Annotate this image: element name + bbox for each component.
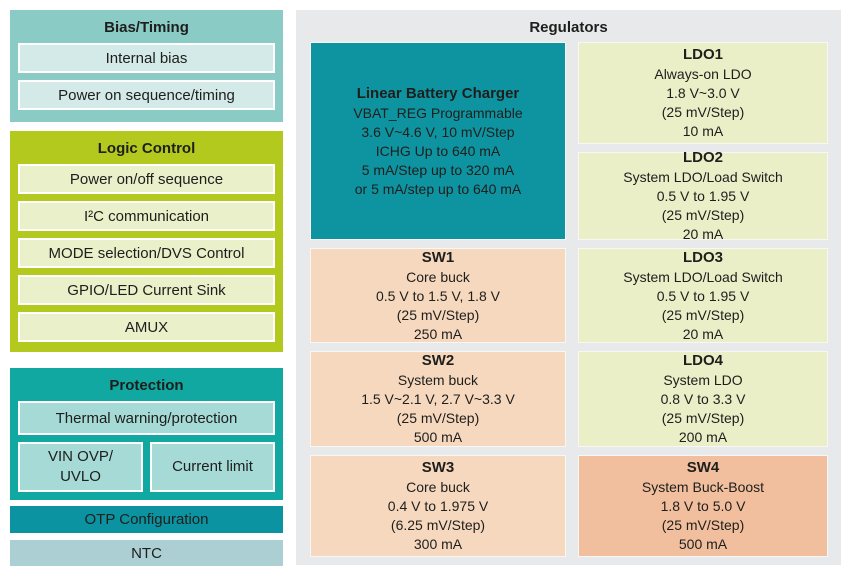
charger-block-title: Linear Battery Charger — [356, 84, 520, 102]
vin-ovp-line: VIN OVP/ — [47, 448, 114, 465]
bias-timing-title: Bias/Timing — [104, 19, 189, 36]
protection-group: Protection Thermal warning/protection VI… — [10, 368, 283, 500]
ldo3-line: 0.5 V to 1.95 V — [656, 287, 750, 304]
bias-timing-group: Bias/Timing Internal bias Power on seque… — [10, 10, 283, 122]
charger-line: or 5 mA/step up to 640 mA — [354, 180, 522, 197]
charger-line: 3.6 V~4.6 V, 10 mV/Step — [361, 123, 515, 140]
sw1-title: SW1 — [421, 248, 455, 266]
sw1-line: Core buck — [406, 268, 470, 285]
ldo1-title: LDO1 — [682, 46, 723, 63]
sw1-block: SW1 Core buck 0.5 V to 1.5 V, 1.8 V (25 … — [310, 248, 566, 343]
logic-control-group: Logic Control Power on/off sequence I²C … — [10, 131, 283, 352]
ldo3-line: (25 mV/Step) — [661, 306, 745, 323]
sw4-line: 1.8 V to 5.0 V — [660, 498, 746, 514]
ldo1-block: LDO1 Always-on LDO 1.8 V~3.0 V (25 mV/St… — [578, 42, 828, 144]
ldo4-line: 200 mA — [678, 429, 728, 445]
regulators-title: Regulators — [529, 19, 608, 36]
sw3-line: (6.25 mV/Step) — [390, 517, 486, 533]
otp-configuration-bar: OTP Configuration — [10, 506, 283, 533]
charger-line: VBAT_REG Programmable — [353, 104, 523, 121]
sw2-line: (25 mV/Step) — [396, 410, 480, 426]
bias-item-power-on-sequence: Power on sequence/timing — [18, 80, 275, 110]
logic-item-power-sequence: Power on/off sequence — [18, 164, 275, 194]
protection-item-current-limit: Current limit — [150, 442, 275, 492]
sw2-line: 500 mA — [413, 429, 463, 445]
ldo4-line: 0.8 V to 3.3 V — [660, 391, 746, 407]
logic-item-i2c: I²C communication — [18, 201, 275, 231]
sw3-line: 300 mA — [413, 536, 463, 552]
logic-item-mode-dvs: MODE selection/DVS Control — [18, 238, 275, 268]
current-limit-line: Current limit — [172, 458, 253, 475]
sw3-line: 0.4 V to 1.975 V — [387, 498, 489, 514]
ldo3-line: 20 mA — [682, 325, 724, 342]
protection-title: Protection — [109, 377, 184, 394]
sw4-title: SW4 — [686, 459, 720, 476]
bias-item-internal-bias: Internal bias — [18, 43, 275, 73]
ldo1-line: (25 mV/Step) — [661, 104, 745, 120]
linear-battery-charger-block: Linear Battery Charger VBAT_REG Programm… — [310, 42, 566, 240]
logic-item-gpio-led: GPIO/LED Current Sink — [18, 275, 275, 305]
ldo3-line: System LDO/Load Switch — [623, 268, 783, 285]
sw2-line: System buck — [397, 372, 479, 388]
sw2-title: SW2 — [421, 352, 455, 369]
ldo3-title: LDO3 — [682, 248, 723, 266]
ldo3-block: LDO3 System LDO/Load Switch 0.5 V to 1.9… — [578, 248, 828, 343]
ldo1-line: Always-on LDO — [654, 66, 752, 82]
logic-control-title: Logic Control — [97, 140, 196, 157]
sw3-line: Core buck — [406, 479, 470, 495]
ldo2-block: LDO2 System LDO/Load Switch 0.5 V to 1.9… — [578, 149, 828, 242]
sw4-line: 500 mA — [678, 536, 728, 552]
ldo2-line: 20 mA — [682, 226, 724, 242]
protection-item-vin-ovp-uvlo: VIN OVP/ UVLO — [18, 442, 143, 492]
ldo2-title: LDO2 — [682, 149, 723, 166]
sw1-line: 0.5 V to 1.5 V, 1.8 V — [375, 287, 501, 304]
ntc-bar: NTC — [10, 540, 283, 566]
sw3-block: SW3 Core buck 0.4 V to 1.975 V (6.25 mV/… — [310, 455, 566, 557]
logic-item-amux: AMUX — [18, 312, 275, 342]
regulators-panel: Regulators Linear Battery Charger VBAT_R… — [296, 10, 841, 565]
ldo2-line: (25 mV/Step) — [661, 207, 745, 223]
protection-split-row: VIN OVP/ UVLO Current limit — [18, 442, 275, 492]
sw1-line: 250 mA — [413, 325, 463, 342]
ldo1-line: 10 mA — [682, 123, 724, 139]
ldo4-line: System LDO — [663, 372, 743, 388]
sw4-block: SW4 System Buck-Boost 1.8 V to 5.0 V (25… — [578, 455, 828, 557]
sw1-line: (25 mV/Step) — [396, 306, 480, 323]
ldo2-line: System LDO/Load Switch — [623, 169, 783, 185]
sw3-title: SW3 — [421, 459, 455, 476]
charger-line: 5 mA/Step up to 320 mA — [361, 161, 515, 178]
ldo4-block: LDO4 System LDO 0.8 V to 3.3 V (25 mV/St… — [578, 351, 828, 447]
protection-item-thermal: Thermal warning/protection — [18, 401, 275, 435]
uvlo-line: UVLO — [60, 468, 101, 485]
ldo4-line: (25 mV/Step) — [661, 410, 745, 426]
sw2-line: 1.5 V~2.1 V, 2.7 V~3.3 V — [361, 391, 515, 407]
sw4-line: System Buck-Boost — [641, 479, 765, 495]
ldo1-line: 1.8 V~3.0 V — [666, 85, 740, 101]
charger-line: ICHG Up to 640 mA — [375, 142, 501, 159]
ldo4-title: LDO4 — [682, 352, 723, 369]
regulators-grid: Linear Battery Charger VBAT_REG Programm… — [310, 42, 828, 557]
sw4-line: (25 mV/Step) — [661, 517, 745, 533]
ldo2-line: 0.5 V to 1.95 V — [656, 188, 750, 204]
sw2-block: SW2 System buck 1.5 V~2.1 V, 2.7 V~3.3 V… — [310, 351, 566, 447]
